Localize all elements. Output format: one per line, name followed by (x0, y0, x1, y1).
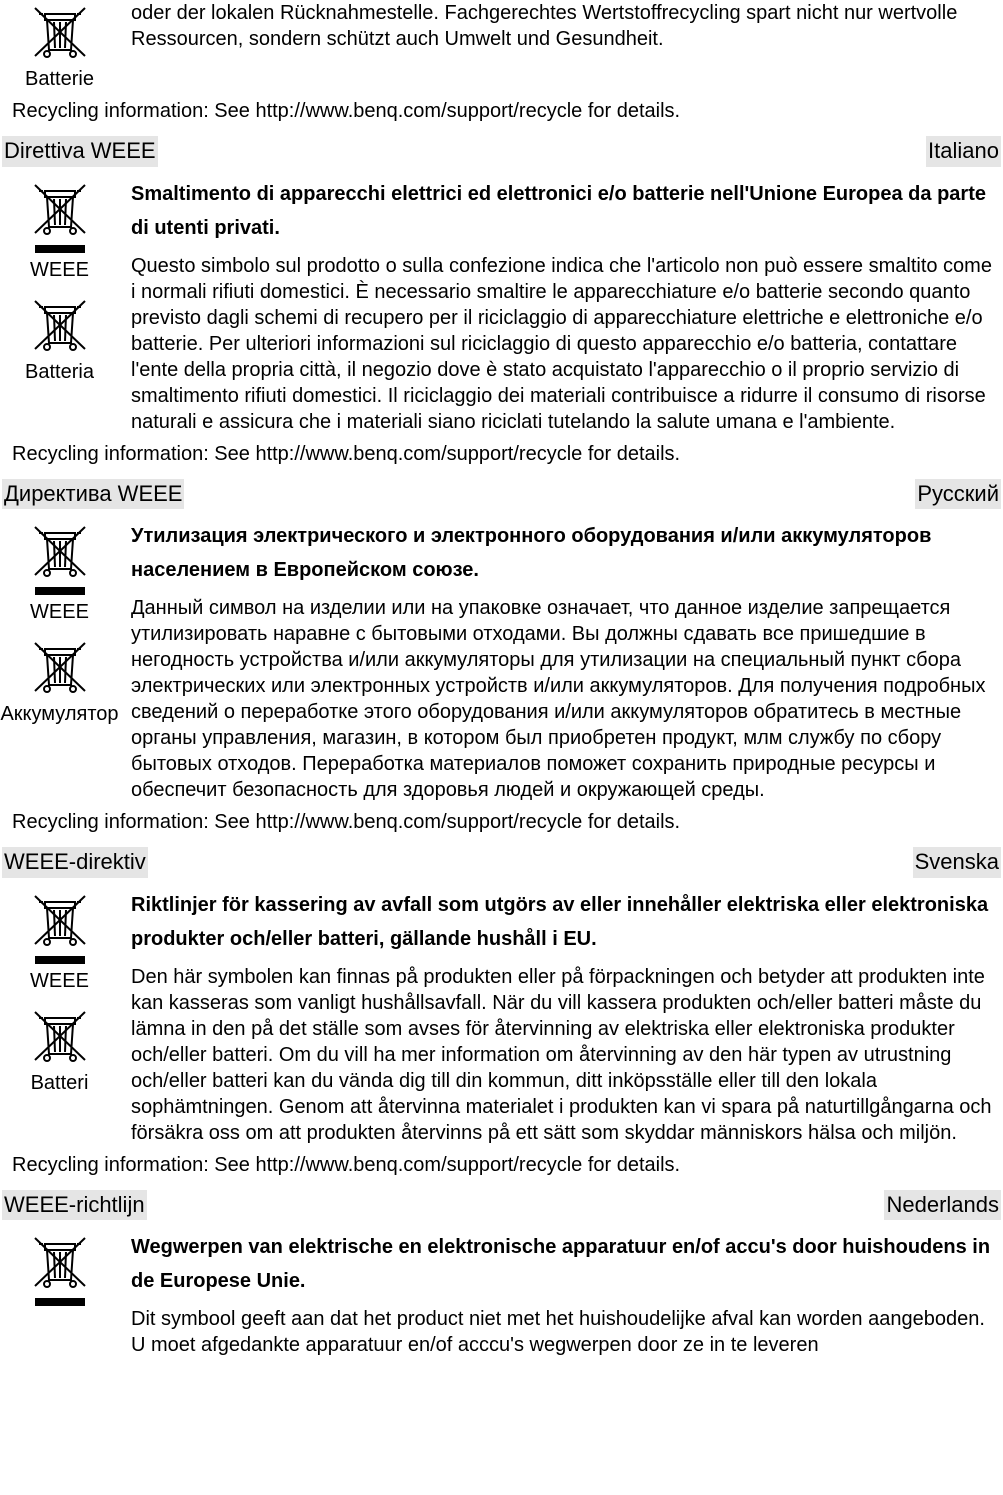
weee-bar-icon (35, 956, 85, 964)
section-title: Wegwerpen van elektrische en elektronisc… (131, 1230, 1001, 1298)
section-header: Директива WEEE Русский (2, 479, 1001, 510)
language-label: Svenska (913, 847, 1001, 878)
bin-crossed-icon (29, 888, 91, 950)
bin-crossed-icon (29, 519, 91, 581)
icon-column: WEEE Batteria (2, 177, 117, 435)
section-header: Direttiva WEEE Italiano (2, 136, 1001, 167)
content-row: WEEE Batteri Riktlinjer för kassering (2, 888, 1001, 1146)
battery-caption: Batteria (25, 359, 94, 385)
directive-label: WEEE-direktiv (2, 847, 148, 878)
bin-crossed-icon (29, 293, 91, 355)
directive-label: WEEE-richtlijn (2, 1190, 147, 1221)
body-text: Questo simbolo sul prodotto o sulla conf… (131, 253, 1001, 435)
text-column: Smaltimento di apparecchi elettrici ed e… (131, 177, 1001, 435)
language-label: Italiano (926, 136, 1001, 167)
text-column: Утилизация электрического и электронного… (131, 519, 1001, 803)
recycle-info: Recycling information: See http://www.be… (12, 98, 1001, 124)
battery-icon-block: Аккумулятор (0, 635, 118, 727)
icon-column: WEEE Аккумулятор (2, 519, 117, 803)
section-title: Riktlinjer för kassering av avfall som u… (131, 888, 1001, 956)
directive-label: Direttiva WEEE (2, 136, 158, 167)
battery-icon-block: Batteri (29, 1004, 91, 1096)
icon-column: WEEE Batteri (2, 888, 117, 1146)
icon-column: Batterie (2, 0, 117, 92)
bin-crossed-icon (29, 1004, 91, 1066)
bin-crossed-icon (29, 1230, 91, 1292)
battery-icon-block: Batterie (25, 0, 94, 92)
text-column: Wegwerpen van elektrische en elektronisc… (131, 1230, 1001, 1358)
bin-crossed-icon (29, 177, 91, 239)
section-header: WEEE-direktiv Svenska (2, 847, 1001, 878)
weee-bar-icon (35, 245, 85, 253)
section-title: Smaltimento di apparecchi elettrici ed e… (131, 177, 1001, 245)
icon-column (2, 1230, 117, 1358)
section-german-partial: Batterie oder der lokalen Rücknahmestell… (2, 0, 1001, 124)
recycle-info: Recycling information: See http://www.be… (12, 441, 1001, 467)
content-row: Batterie oder der lokalen Rücknahmestell… (2, 0, 1001, 92)
content-row: WEEE Batteria Smaltimento di apparecc (2, 177, 1001, 435)
recycle-info: Recycling information: See http://www.be… (12, 1152, 1001, 1178)
weee-bar-icon (35, 1298, 85, 1306)
directive-label: Директива WEEE (2, 479, 184, 510)
language-label: Русский (915, 479, 1001, 510)
section-svenska: WEEE-direktiv Svenska WEEE (2, 847, 1001, 1178)
section-italiano: Direttiva WEEE Italiano WEEE (2, 136, 1001, 467)
weee-icon-block: WEEE (29, 888, 91, 994)
body-text: Данный символ на изделии или на упаковке… (131, 595, 1001, 803)
content-row: WEEE Аккумулятор Утилизация электриче (2, 519, 1001, 803)
text-column: Riktlinjer för kassering av avfall som u… (131, 888, 1001, 1146)
body-text: Dit symbool geeft aan dat het product ni… (131, 1306, 1001, 1358)
weee-icon-block (29, 1230, 91, 1306)
battery-icon-block: Batteria (25, 293, 94, 385)
bin-crossed-icon (29, 635, 91, 697)
bin-crossed-icon (29, 0, 91, 62)
body-text: Den här symbolen kan finnas på produkten… (131, 964, 1001, 1146)
weee-bar-icon (35, 587, 85, 595)
recycle-info: Recycling information: See http://www.be… (12, 809, 1001, 835)
section-title: Утилизация электрического и электронного… (131, 519, 1001, 587)
section-nederlands: WEEE-richtlijn Nederlands We (2, 1190, 1001, 1359)
battery-caption: Batterie (25, 66, 94, 92)
text-column: oder der lokalen Rücknahmestelle. Fachge… (131, 0, 1001, 92)
section-russian: Директива WEEE Русский WEEE (2, 479, 1001, 836)
section-header: WEEE-richtlijn Nederlands (2, 1190, 1001, 1221)
battery-caption: Batteri (31, 1070, 89, 1096)
language-label: Nederlands (884, 1190, 1001, 1221)
content-row: Wegwerpen van elektrische en elektronisc… (2, 1230, 1001, 1358)
weee-caption: WEEE (30, 257, 89, 283)
weee-icon-block: WEEE (29, 519, 91, 625)
weee-caption: WEEE (30, 599, 89, 625)
body-text: oder der lokalen Rücknahmestelle. Fachge… (131, 0, 1001, 52)
battery-caption: Аккумулятор (0, 701, 118, 727)
weee-icon-block: WEEE (29, 177, 91, 283)
weee-caption: WEEE (30, 968, 89, 994)
